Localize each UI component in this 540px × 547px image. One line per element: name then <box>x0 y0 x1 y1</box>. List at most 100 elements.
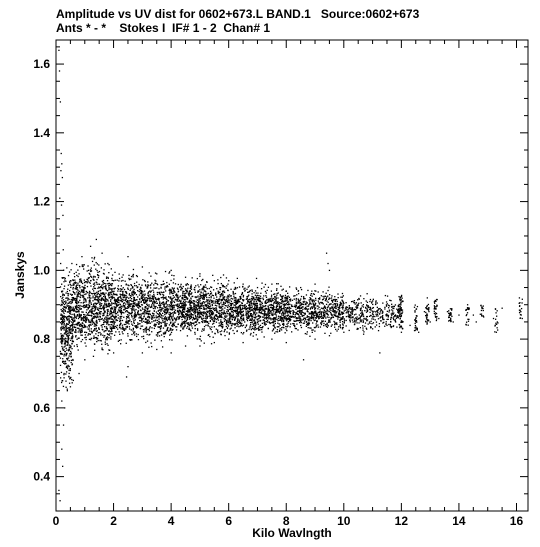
data-point <box>60 327 62 329</box>
data-point <box>69 307 71 309</box>
data-point <box>375 313 377 315</box>
data-point <box>65 341 68 343</box>
data-point <box>154 297 157 299</box>
data-point <box>356 327 359 330</box>
data-point <box>110 324 113 326</box>
data-point <box>69 331 72 333</box>
data-point <box>180 300 182 302</box>
data-point <box>72 328 74 331</box>
data-point <box>130 313 132 315</box>
data-point <box>250 319 252 322</box>
data-point <box>206 306 208 309</box>
data-point <box>330 332 332 334</box>
data-point <box>102 307 104 309</box>
data-point <box>110 296 112 298</box>
data-point <box>145 341 147 344</box>
data-point <box>122 274 124 276</box>
data-point <box>339 321 341 323</box>
data-point <box>241 307 244 309</box>
data-point <box>213 317 215 319</box>
data-point <box>178 306 180 308</box>
data-point <box>215 328 217 330</box>
data-point <box>181 297 183 299</box>
data-point <box>87 311 90 314</box>
data-point <box>107 353 109 355</box>
data-point <box>117 298 119 300</box>
data-point <box>333 314 336 316</box>
data-point <box>120 313 123 315</box>
data-point <box>245 314 247 317</box>
data-point <box>293 324 295 327</box>
data-point <box>97 299 99 302</box>
data-point <box>214 333 216 335</box>
data-point <box>260 309 262 312</box>
data-point <box>278 302 281 304</box>
data-point <box>282 299 284 302</box>
data-point <box>274 322 276 325</box>
data-point <box>63 285 66 287</box>
data-point <box>255 302 257 305</box>
data-point <box>279 310 281 312</box>
data-point <box>91 257 93 259</box>
data-point <box>63 303 66 306</box>
data-point <box>179 310 182 312</box>
data-point <box>98 302 100 304</box>
data-point <box>299 313 301 315</box>
data-point <box>76 322 79 324</box>
data-point <box>92 300 94 302</box>
data-point <box>64 341 66 343</box>
data-point <box>105 337 107 340</box>
data-point <box>136 275 139 278</box>
data-point <box>295 311 297 314</box>
data-point <box>149 296 151 298</box>
data-point <box>62 360 65 362</box>
data-point <box>89 305 91 307</box>
data-point <box>145 300 147 302</box>
data-point <box>183 326 185 328</box>
data-point <box>199 306 201 309</box>
data-point <box>77 322 79 325</box>
data-point <box>123 329 125 331</box>
data-point <box>61 361 64 363</box>
data-point <box>212 336 214 338</box>
data-point <box>205 321 207 323</box>
data-point <box>89 273 91 275</box>
data-point <box>139 292 142 294</box>
data-point <box>331 307 333 309</box>
data-point <box>125 303 127 305</box>
data-point <box>167 307 169 310</box>
data-point <box>154 302 156 304</box>
data-point <box>369 300 371 303</box>
data-point <box>270 296 273 298</box>
data-point <box>131 323 133 325</box>
data-point <box>153 293 155 296</box>
data-point <box>113 296 115 299</box>
data-point <box>109 314 111 316</box>
data-point <box>175 294 177 296</box>
data-point <box>215 314 217 317</box>
data-point <box>66 349 68 351</box>
data-point <box>221 299 223 301</box>
data-point <box>220 321 222 324</box>
data-point <box>301 315 303 317</box>
data-point <box>183 304 185 307</box>
data-point <box>228 301 230 303</box>
data-point <box>163 306 165 308</box>
data-point <box>334 310 337 312</box>
data-point <box>104 298 107 300</box>
data-point <box>212 320 215 322</box>
chart-subtitle: Ants * - * Stokes I IF# 1 - 2 Chan# 1 <box>56 21 271 35</box>
data-point <box>316 314 318 316</box>
data-point <box>105 337 108 339</box>
data-point <box>65 306 67 309</box>
data-point <box>119 295 122 298</box>
data-point <box>67 297 69 299</box>
data-point <box>70 284 72 287</box>
data-point <box>303 314 305 317</box>
data-point <box>326 300 328 302</box>
data-point <box>160 326 162 328</box>
data-point <box>292 312 294 314</box>
data-point <box>337 318 339 320</box>
data-point <box>169 315 171 317</box>
data-point <box>290 323 292 325</box>
